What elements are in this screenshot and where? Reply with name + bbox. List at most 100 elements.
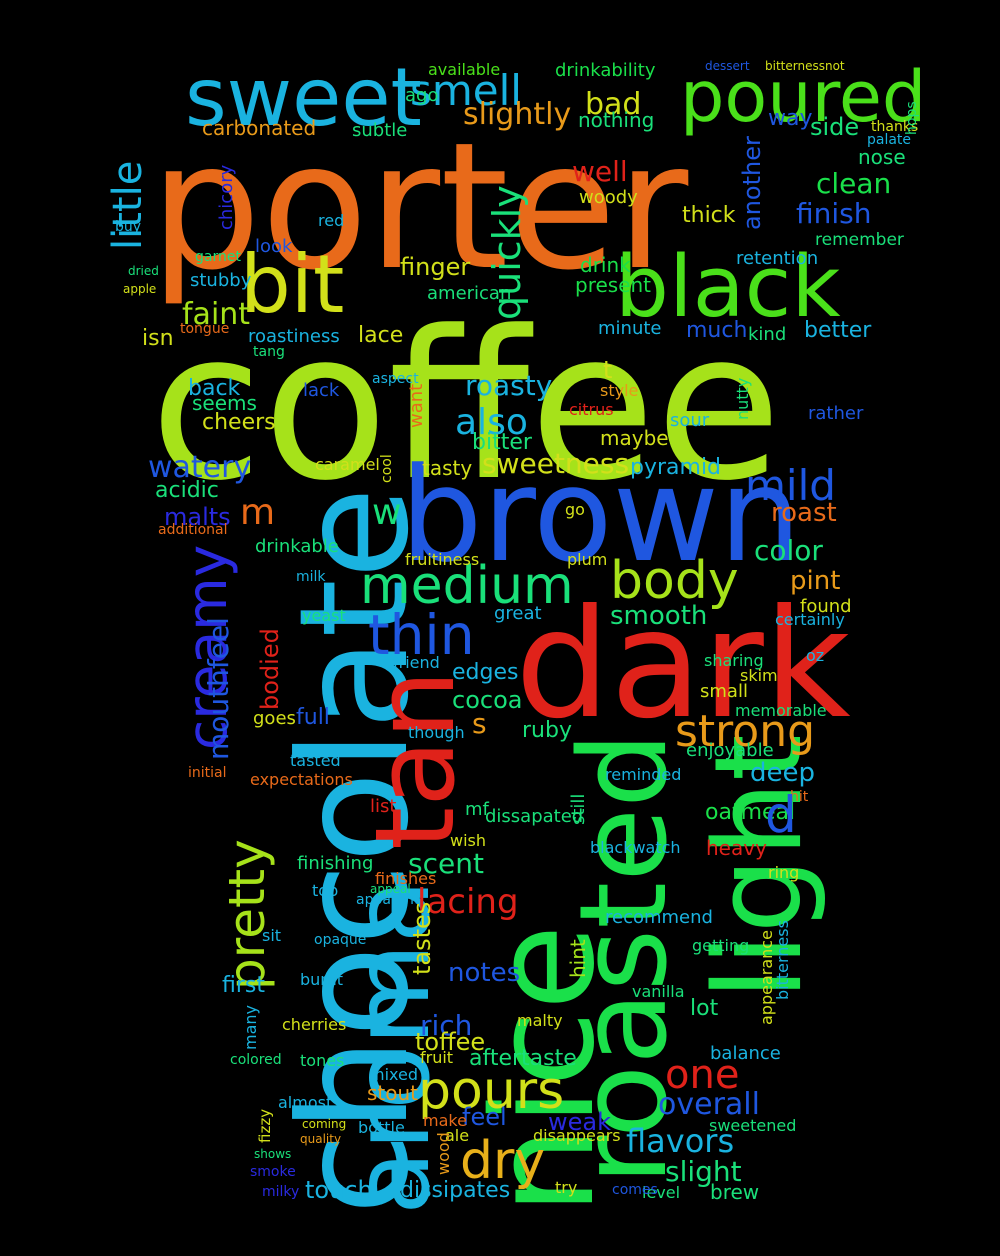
cloud-word-expectations: expectations [250,770,353,789]
cloud-word-tang: tang [253,344,285,360]
cloud-word-tasty: tasty [422,456,473,480]
cloud-word-lacing: lacing [417,882,519,922]
cloud-word-roastiness: roastiness [248,326,340,347]
cloud-word-cheers: cheers [202,410,276,435]
cloud-word-fruit: fruit [420,1048,454,1067]
cloud-word-d: d [765,786,797,844]
cloud-word-ago: ago [405,85,439,106]
cloud-word-better: better [804,318,872,343]
cloud-word-oz: oz [806,646,825,665]
cloud-word-garnet: garnet [195,249,241,265]
cloud-word-way: way [768,106,813,131]
cloud-word-heavy: heavy [706,836,767,860]
cloud-word-fruitiness: fruitiness [405,550,480,569]
cloud-word-minute: minute [598,318,662,339]
cloud-word-bitterness: bitterness [773,920,792,1000]
cloud-word-subtle: subtle [352,120,408,141]
cloud-word-oatmeal: oatmeal [705,800,796,825]
cloud-word-still: still [568,793,589,825]
cloud-word-getting: getting [692,936,750,955]
cloud-word-aspect: aspect [372,371,419,387]
cloud-word-little: little [105,160,151,250]
cloud-word-ring: ring [768,863,800,882]
cloud-word-black: black [615,238,841,337]
cloud-word-drinkable: drinkable [255,536,339,557]
cloud-word-cocoa: cocoa [452,686,523,714]
cloud-word-found: found [800,596,852,617]
cloud-word-sharing: sharing [704,651,764,670]
cloud-word-notes: notes [448,958,521,988]
cloud-word-rich: rich [420,1009,473,1042]
cloud-word-lack: lack [303,380,340,401]
cloud-word-smell: smell [410,66,522,115]
cloud-word-skim: skim [740,666,778,685]
cloud-word-finishes: finishes [375,869,437,888]
cloud-word-remember: remember [815,230,904,250]
cloud-word-back: back [188,376,241,401]
cloud-word-isn: isn [142,326,174,351]
cloud-word-sweet: sweet [185,51,422,144]
cloud-word-finger: finger [400,253,471,281]
cloud-word-first: first [222,973,265,998]
cloud-word-style: style [600,381,639,400]
cloud-word-strong: strong [675,706,816,757]
cloud-word-clean: clean [816,167,892,200]
cloud-word-apparent: apparent [356,892,420,908]
cloud-word-milk: milk [296,569,326,585]
cloud-word-cherries: cherries [282,1015,347,1034]
cloud-word-poured: poured [680,56,927,138]
cloud-word-flavors: flavors [626,1122,735,1160]
cloud-word-drinkability: drinkability [555,60,656,81]
cloud-word-m: m [240,492,276,533]
cloud-word-s: s [472,707,487,740]
cloud-word-pours: pours [418,1061,565,1121]
cloud-word-kind: kind [748,324,787,345]
cloud-word-thin: thin [368,603,475,667]
cloud-word-dry: dry [460,1131,546,1191]
cloud-word-red: red [318,211,345,230]
cloud-word-try: try [555,1178,578,1197]
cloud-word-blackwatch: blackwatch [590,838,681,857]
cloud-word-seems: seems [192,391,257,415]
cloud-word-plum: plum [567,550,608,569]
cloud-word-pint: pint [790,566,841,596]
cloud-word-chicory: chicory [216,164,237,230]
cloud-word-initial: initial [188,765,227,781]
cloud-word-sour: sour [670,410,710,431]
cloud-word-small: small [700,681,748,702]
cloud-word-stout: stout [367,1081,419,1105]
cloud-word-roast: roast [771,498,837,528]
cloud-word-list: list [370,796,397,817]
cloud-word-another: another [738,136,766,230]
cloud-word-certainly: certainly [775,610,845,629]
cloud-word-look: look [255,236,293,257]
cloud-word-tones: tones [300,1051,345,1070]
cloud-word-malts: malts [164,503,231,531]
cloud-word-dried: dried [128,264,159,278]
cloud-word-goes: goes [253,708,296,729]
cloud-word-maybe: maybe [600,426,669,450]
cloud-word-palate: palate [867,132,912,148]
cloud-word-nose: nose [858,145,906,169]
cloud-word-w: w [372,492,402,533]
cloud-word-malty: malty [517,1011,563,1030]
cloud-word-present: present [575,273,652,297]
cloud-word-apple: apple [123,282,157,296]
cloud-word-scent: scent [408,847,484,880]
cloud-word-dark: dark [515,578,851,752]
cloud-word-bitter: bitter [472,430,532,455]
cloud-word-buy: buy [115,219,142,235]
cloud-word-make: make [423,1111,467,1130]
cloud-word-hint: hint [566,939,590,978]
cloud-word-milky: milky [262,1184,300,1200]
cloud-word-reminded: reminded [605,765,682,784]
cloud-word-body: body [610,551,739,611]
cloud-word-feel: feel [462,1103,507,1131]
cloud-word-thick: thick [682,203,736,228]
cloud-word-mixed: mixed [369,1065,419,1084]
cloud-word-smoke: smoke [250,1164,296,1180]
cloud-word-faint: faint [182,297,251,332]
cloud-word-vanilla: vanilla [632,982,685,1001]
cloud-word-wish: wish [450,831,487,850]
cloud-word-additional: additional [158,522,228,538]
